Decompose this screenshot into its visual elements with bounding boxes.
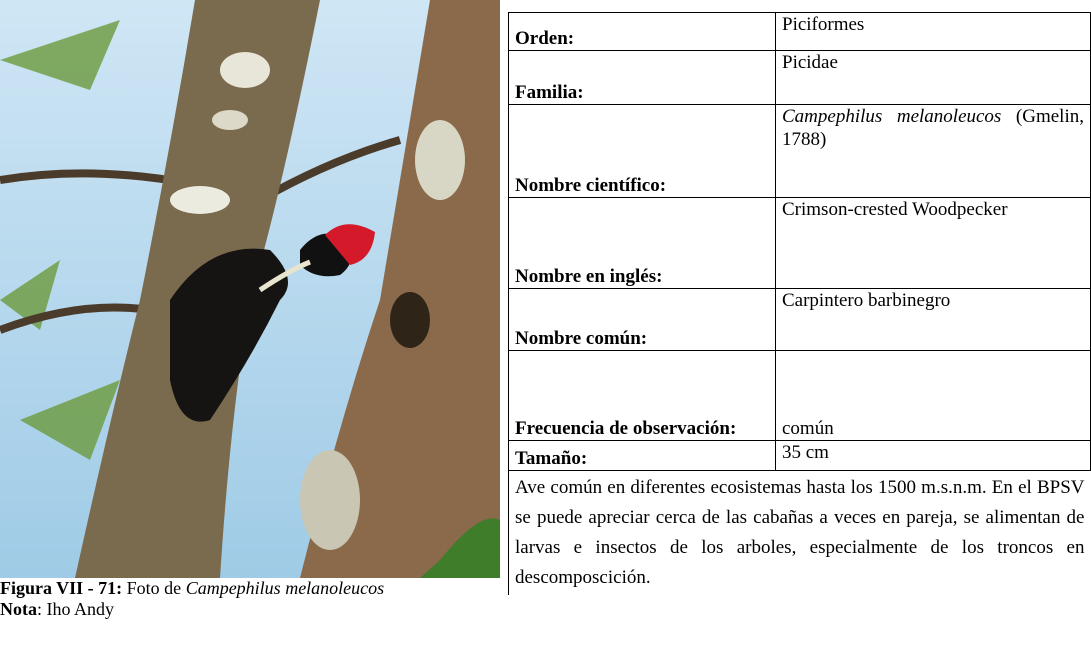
note-label: Nota bbox=[0, 599, 37, 619]
row-value: Crimson-crested Woodpecker bbox=[775, 197, 1091, 289]
description: Ave común en diferentes ecosistemas hast… bbox=[508, 470, 1091, 595]
row-value: Campephilus melanoleucos (Gmelin, 1788) bbox=[775, 104, 1091, 198]
row-value: Carpintero barbinegro bbox=[775, 288, 1091, 351]
row-value: 35 cm bbox=[775, 440, 1091, 471]
row-value: Piciformes bbox=[775, 12, 1091, 51]
row-label: Orden: bbox=[508, 12, 776, 51]
row-label: Nombre en inglés: bbox=[508, 197, 776, 289]
row-label: Nombre científico: bbox=[508, 104, 776, 198]
species-name: Campephilus melanoleucos bbox=[782, 106, 1002, 127]
species-table: Orden: Piciformes Familia: Picidae Nombre … bbox=[508, 12, 1091, 595]
caption-text: Foto de bbox=[126, 578, 182, 598]
row-label: Frecuencia de observación: bbox=[508, 350, 776, 441]
caption-label: Figura VII - 71: bbox=[0, 578, 123, 598]
row-value: común bbox=[775, 350, 1091, 441]
bird-photo bbox=[0, 0, 500, 578]
caption-species: Campephilus melanoleucos bbox=[185, 578, 385, 598]
row-value: Picidae bbox=[775, 50, 1091, 105]
row-label: Tamaño: bbox=[508, 440, 776, 471]
figure-caption: Figura VII - 71: Foto de Campephilus mel… bbox=[0, 578, 498, 620]
row-label: Familia: bbox=[508, 50, 776, 105]
row-label: Nombre común: bbox=[508, 288, 776, 351]
note-text: : Iho Andy bbox=[37, 599, 115, 619]
author: (Gmelin, 1788) bbox=[782, 106, 1084, 150]
